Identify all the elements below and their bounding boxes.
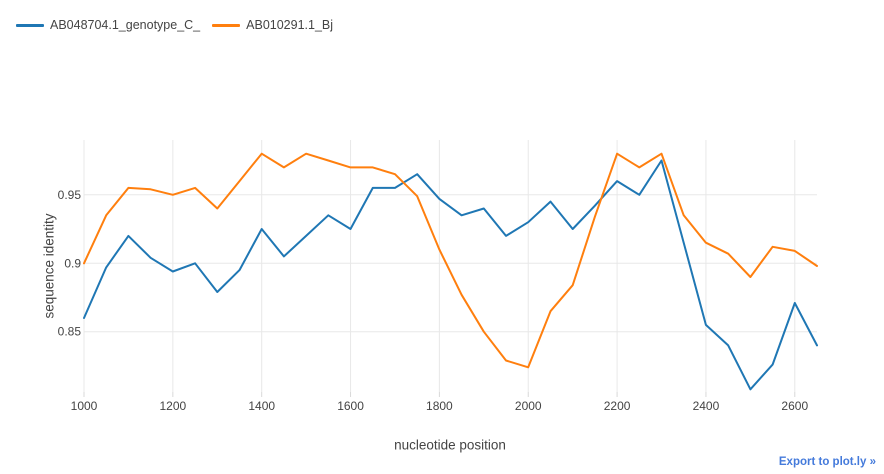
- x-tick-label-1600: 1600: [337, 399, 364, 413]
- x-tick-label-1000: 1000: [71, 399, 98, 413]
- legend-label: AB010291.1_Bj: [246, 18, 334, 32]
- legend-line-swatch-blue: [16, 23, 44, 27]
- x-axis-title: nucleotide position: [394, 437, 506, 453]
- x-tick-label-1400: 1400: [248, 399, 275, 413]
- x-tick-label-2200: 2200: [604, 399, 631, 413]
- plot-area[interactable]: [84, 140, 817, 392]
- x-tick-label-1200: 1200: [159, 399, 186, 413]
- series-line-AB048704.1_genotype_C_[interactable]: [83, 159, 818, 391]
- legend-line-swatch-orange: [212, 23, 241, 27]
- x-tick-label-2600: 2600: [781, 399, 808, 413]
- y-axis-title: sequence identity: [41, 213, 57, 319]
- x-tick-label-2400: 2400: [693, 399, 720, 413]
- y-tick-label-0.85: 0.85: [58, 325, 82, 339]
- series-line-AB010291.1_Bj[interactable]: [83, 152, 818, 369]
- export-link[interactable]: Export to plot.ly »: [778, 456, 876, 468]
- x-tick-label-1800: 1800: [426, 399, 453, 413]
- legend-item-series-0[interactable]: AB048704.1_genotype_C_: [16, 18, 200, 32]
- y-tick-label-0.9: 0.9: [64, 256, 81, 270]
- y-tick-label-0.95: 0.95: [58, 188, 82, 202]
- legend-label: AB048704.1_genotype_C_: [50, 18, 201, 32]
- x-tick-label-2000: 2000: [515, 399, 542, 413]
- legend: AB048704.1_genotype_C_ AB010291.1_Bj: [16, 18, 345, 32]
- legend-item-series-1[interactable]: AB010291.1_Bj: [212, 18, 333, 32]
